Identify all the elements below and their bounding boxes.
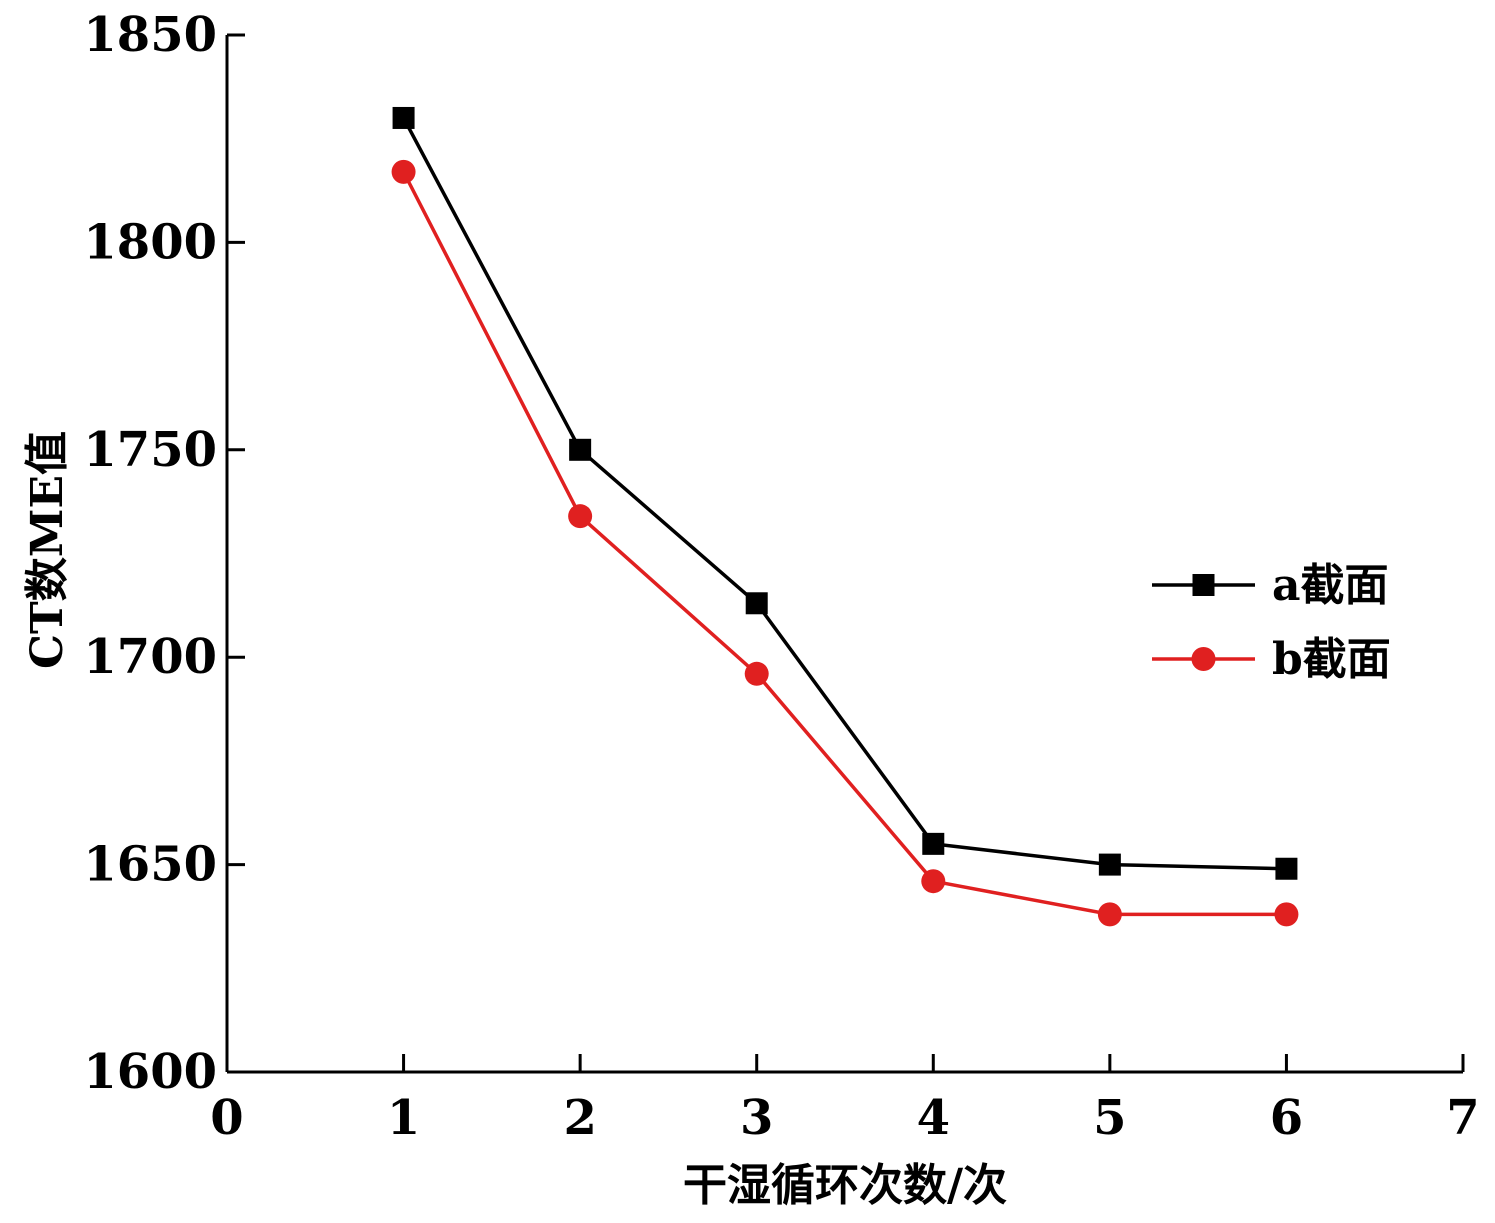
data-point xyxy=(922,832,945,855)
legend: a截面 b截面 xyxy=(1152,560,1391,685)
data-point xyxy=(1275,857,1298,880)
data-point xyxy=(568,504,593,529)
legend-marker xyxy=(1191,647,1216,671)
y-tick-label: 1600 xyxy=(83,1044,217,1100)
data-point xyxy=(1274,902,1299,927)
data-point xyxy=(1097,902,1122,927)
x-tick-label: 5 xyxy=(1093,1090,1126,1146)
legend-label: b截面 xyxy=(1272,634,1391,685)
y-tick-label: 1650 xyxy=(83,837,217,893)
series-a xyxy=(392,106,1298,880)
y-axis-title: CT数ME值 xyxy=(22,431,73,669)
data-point xyxy=(569,438,592,461)
data-point xyxy=(921,869,946,894)
legend-label: a截面 xyxy=(1272,560,1389,611)
y-tick-label: 1750 xyxy=(83,422,217,478)
data-point xyxy=(391,159,416,184)
series-line xyxy=(402,117,1287,871)
legend-marker xyxy=(1192,574,1215,596)
x-tick-label: 1 xyxy=(387,1090,420,1146)
x-tick-label: 2 xyxy=(563,1090,596,1146)
y-tick-label: 1800 xyxy=(83,214,217,270)
data-point xyxy=(745,592,768,615)
data-point xyxy=(744,661,769,686)
series-layer xyxy=(391,106,1299,927)
y-tick-label: 1850 xyxy=(83,7,217,63)
x-tick-label: 7 xyxy=(1446,1090,1479,1146)
x-tick-label: 0 xyxy=(210,1090,243,1146)
x-axis-title: 干湿循环次数/次 xyxy=(683,1160,1007,1211)
legend-item: a截面 xyxy=(1152,560,1389,611)
ticks: 0 1 2 3 4 5 6 7 1600 1650 1700 1750 1800 1850 xyxy=(83,7,1479,1146)
x-tick-label: 6 xyxy=(1270,1090,1303,1146)
series-b xyxy=(391,159,1299,927)
y-tick-label: 1700 xyxy=(83,629,217,685)
x-tick-label: 3 xyxy=(740,1090,773,1146)
data-point xyxy=(392,106,415,129)
x-tick-label: 4 xyxy=(917,1090,950,1146)
axes xyxy=(225,35,1463,1074)
legend-item: b截面 xyxy=(1152,634,1391,685)
series-line xyxy=(402,171,1287,917)
data-point xyxy=(1098,853,1121,876)
